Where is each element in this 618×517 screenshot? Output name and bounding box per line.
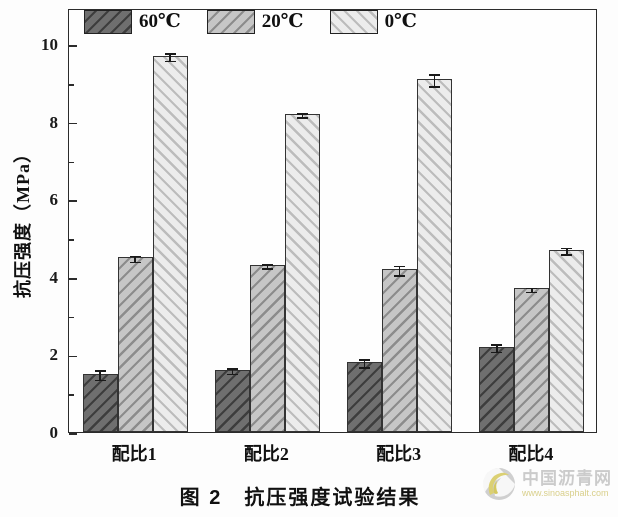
y-tick-label: 6 — [49, 190, 59, 210]
error-bar-cap — [394, 265, 406, 268]
watermark-site-name: 中国沥青网 — [522, 469, 612, 488]
x-category-label: 配比4 — [508, 444, 554, 464]
y-major-tick — [69, 278, 77, 280]
chart-legend: 60℃ 20℃ 0℃ — [84, 9, 417, 35]
error-bar — [496, 344, 498, 353]
y-major-tick — [69, 200, 77, 203]
error-bar-cap — [561, 253, 573, 256]
error-bar-cap — [359, 359, 371, 362]
legend-item-0℃: 0℃ — [329, 9, 417, 35]
y-tick-label: 2 — [49, 345, 59, 365]
error-bar — [566, 248, 568, 255]
error-bar-cap — [359, 367, 371, 369]
error-bar — [266, 265, 269, 270]
error-bar-cap — [491, 351, 503, 354]
bar-60℃-配比1 — [82, 373, 118, 432]
error-bar-cap — [429, 74, 441, 76]
x-category-label: 配比1 — [111, 444, 157, 464]
legend-swatch-0℃ — [329, 10, 378, 34]
error-bar-cap — [261, 268, 273, 270]
watermark-logo-icon — [482, 467, 515, 500]
error-bar — [169, 53, 171, 62]
error-bar-cap — [226, 368, 238, 370]
y-minor-tick — [69, 394, 74, 396]
error-bar — [301, 113, 304, 118]
error-bar-cap — [526, 291, 538, 294]
legend-item-60℃: 60℃ — [84, 9, 181, 35]
y-tick-label: 4 — [49, 267, 59, 287]
legend-item-20℃: 20℃ — [206, 9, 304, 35]
error-bar — [134, 256, 136, 263]
error-bar-cap — [261, 264, 273, 267]
bar-60℃-配比2 — [214, 369, 250, 432]
bar-0℃-配比2 — [284, 113, 320, 432]
y-minor-tick — [69, 161, 74, 164]
watermark-site-url: www.sinoasphalt.com — [522, 488, 609, 498]
error-bar — [363, 360, 366, 369]
error-bar-cap — [491, 343, 503, 346]
y-minor-tick — [69, 239, 74, 241]
watermark: 中国沥青网 www.sinoasphalt.com — [481, 466, 612, 502]
legend-label: 0℃ — [384, 11, 417, 32]
bar-20℃-配比1 — [117, 257, 153, 432]
error-bar-cap — [94, 370, 106, 372]
bar-0℃-配比1 — [152, 55, 188, 432]
error-bar-cap — [94, 379, 106, 382]
y-major-tick — [69, 122, 77, 125]
error-bar-cap — [129, 255, 141, 258]
bar-60℃-配比3 — [347, 362, 383, 432]
bar-60℃-配比4 — [479, 346, 515, 432]
bar-20℃-配比3 — [382, 269, 418, 432]
chart-plot-area — [68, 9, 597, 435]
figure-caption: 图 2 抗压强度试验结果 — [179, 487, 421, 509]
error-bar — [99, 371, 101, 381]
y-tick-label: 10 — [41, 35, 58, 55]
error-bar-cap — [129, 261, 141, 264]
legend-label: 20℃ — [261, 11, 304, 32]
legend-swatch-20℃ — [206, 10, 255, 34]
bar-20℃-配比2 — [249, 265, 285, 432]
error-bar-cap — [561, 247, 573, 250]
error-bar — [231, 369, 234, 375]
y-minor-tick — [69, 84, 74, 86]
error-bar-cap — [394, 274, 406, 277]
y-major-tick — [69, 45, 77, 47]
error-bar — [531, 288, 533, 293]
error-bar-cap — [526, 287, 538, 290]
y-tick-label: 8 — [49, 112, 59, 132]
error-bar-cap — [164, 53, 176, 55]
bar-0℃-配比3 — [417, 79, 453, 432]
error-bar — [398, 266, 401, 276]
y-major-tick — [69, 433, 77, 435]
error-bar-cap — [296, 117, 308, 119]
y-tick-label: 0 — [49, 423, 59, 442]
x-category-label: 配比3 — [376, 444, 422, 464]
error-bar-cap — [296, 113, 308, 115]
y-minor-tick — [69, 316, 74, 319]
error-bar-cap — [164, 60, 176, 63]
legend-swatch-60℃ — [84, 10, 132, 34]
y-major-tick — [69, 355, 77, 358]
bar-20℃-配比4 — [514, 288, 550, 432]
x-category-label: 配比2 — [243, 444, 289, 464]
error-bar-cap — [429, 86, 441, 88]
error-bar-cap — [226, 373, 238, 376]
bar-0℃-配比4 — [549, 249, 585, 432]
legend-label: 60℃ — [139, 11, 181, 32]
error-bar — [433, 75, 436, 87]
